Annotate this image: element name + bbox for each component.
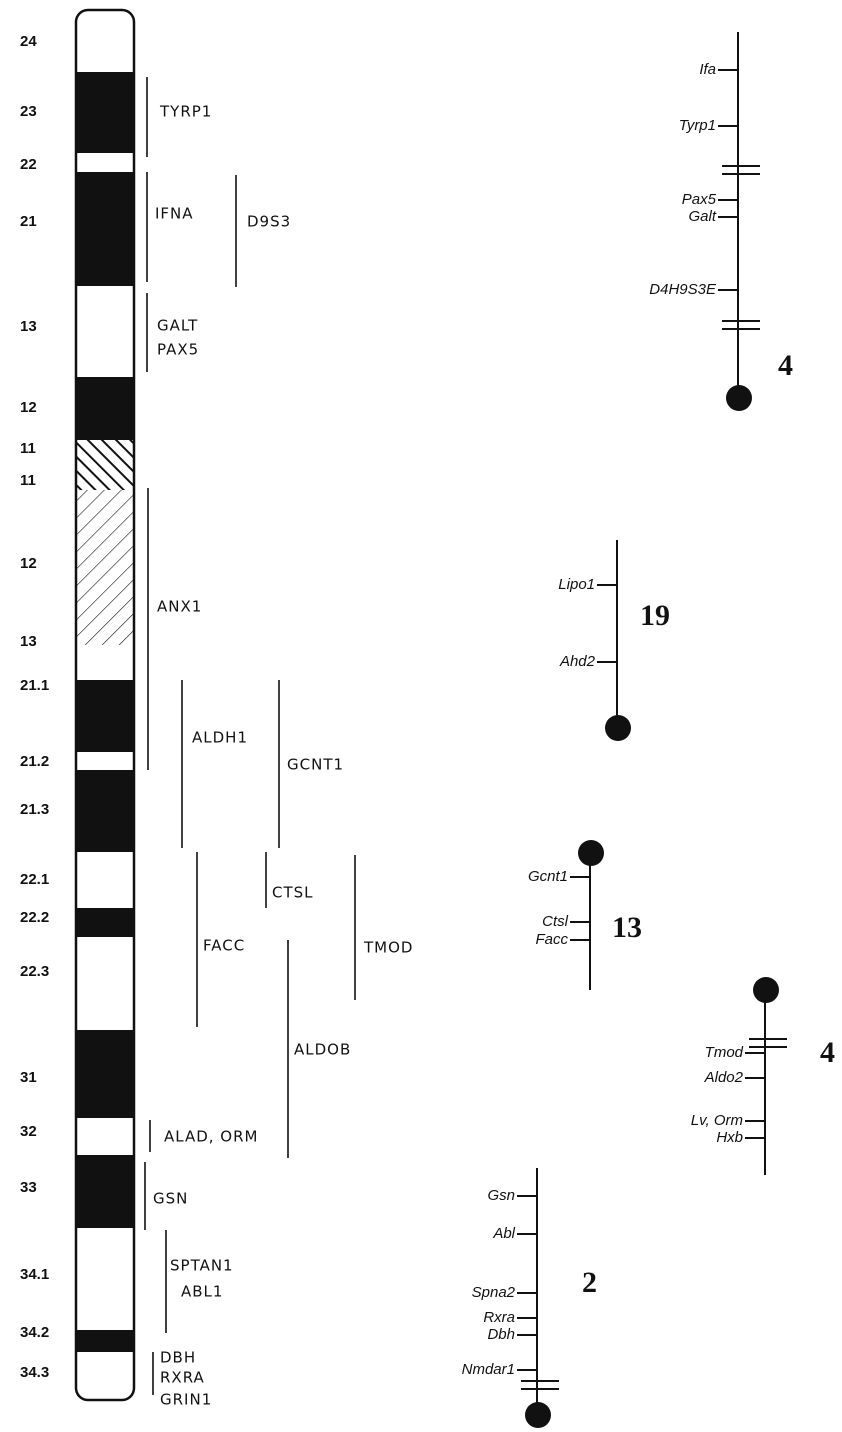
chromosome-number: 13	[612, 911, 642, 944]
human-gene: FACC	[203, 937, 245, 955]
band-label: 33	[20, 1179, 37, 1196]
band-label: 21.2	[20, 753, 49, 770]
chromosome-number: 19	[640, 599, 670, 632]
human-gene: TMOD	[363, 939, 413, 957]
human-gene: ANX1	[157, 598, 202, 616]
mouse-gene: Dbh	[487, 1326, 515, 1343]
band-label: 24	[20, 33, 37, 50]
human-gene: D9S3	[247, 213, 291, 231]
band-label: 13	[20, 318, 37, 335]
mouse-gene: Ctsl	[542, 913, 569, 930]
human-gene: GRIN1	[160, 1391, 212, 1409]
human-gene: ALDH1	[192, 729, 248, 747]
human-gene: SPTAN1	[170, 1257, 234, 1275]
chromosome-ideogram	[76, 10, 134, 1400]
band-label: 21.3	[20, 801, 49, 818]
band-label: 23	[20, 103, 37, 120]
human-gene: ALDOB	[294, 1041, 351, 1059]
band-label: 11	[20, 440, 36, 457]
diagram: 2423222113121111121321.121.221.322.122.2…	[0, 0, 842, 1432]
band-label: 21	[20, 213, 37, 230]
human-gene: ABL1	[181, 1283, 223, 1301]
mouse-gene: Hxb	[716, 1129, 743, 1146]
band-label: 31	[20, 1069, 37, 1086]
mouse-gene: Abl	[492, 1225, 515, 1242]
mouse-gene: Nmdar1	[462, 1361, 515, 1378]
centromere	[753, 977, 779, 1003]
band-label: 22	[20, 156, 37, 173]
mouse-gene: Galt	[688, 208, 716, 225]
chromosome-number: 4	[778, 349, 793, 382]
mouse-gene: Tmod	[705, 1044, 744, 1061]
mouse-gene: Gsn	[487, 1187, 515, 1204]
mouse-gene: Pax5	[682, 191, 717, 208]
chromosome-number: 4	[820, 1036, 835, 1069]
mouse-gene: Tyrp1	[679, 117, 716, 134]
mouse-gene: Gcnt1	[528, 868, 568, 885]
chromosome-number: 2	[582, 1266, 597, 1299]
human-gene: IFNA	[155, 205, 194, 223]
mouse-gene: Facc	[535, 931, 568, 948]
mouse-gene: Rxra	[483, 1309, 515, 1326]
band-label: 13	[20, 633, 37, 650]
band-label: 11	[20, 472, 36, 489]
centromere	[578, 840, 604, 866]
band-label: 22.2	[20, 909, 49, 926]
human-gene: CTSL	[272, 884, 314, 902]
centromere	[525, 1402, 551, 1428]
labels: 2423222113121111121321.121.221.322.122.2…	[20, 32, 835, 1428]
band-label: 34.2	[20, 1324, 49, 1341]
human-gene: ALAD, ORM	[164, 1128, 258, 1146]
mouse-gene: Ahd2	[559, 653, 596, 670]
human-gene: GCNT1	[287, 756, 344, 774]
band-label: 21.1	[20, 677, 49, 694]
band-label: 32	[20, 1123, 37, 1140]
mouse-gene: Ifa	[699, 61, 716, 78]
human-gene: DBH	[160, 1349, 196, 1367]
mouse-gene: Lv, Orm	[691, 1112, 743, 1129]
centromere	[726, 385, 752, 411]
centromere	[605, 715, 631, 741]
band-label: 12	[20, 399, 37, 416]
band-label: 12	[20, 555, 37, 572]
human-gene: PAX5	[157, 341, 199, 359]
human-gene: RXRA	[160, 1369, 205, 1387]
human-gene: GSN	[153, 1190, 188, 1208]
band-label: 22.1	[20, 871, 49, 888]
mouse-gene: Spna2	[472, 1284, 516, 1301]
mouse-gene: Aldo2	[704, 1069, 744, 1086]
human-gene: TYRP1	[159, 103, 212, 121]
mouse-gene: Lipo1	[558, 576, 595, 593]
human-gene: GALT	[157, 317, 198, 335]
band-label: 34.3	[20, 1364, 49, 1381]
band-label: 34.1	[20, 1266, 49, 1283]
mouse-gene: D4H9S3E	[649, 281, 717, 298]
band-label: 22.3	[20, 963, 49, 980]
